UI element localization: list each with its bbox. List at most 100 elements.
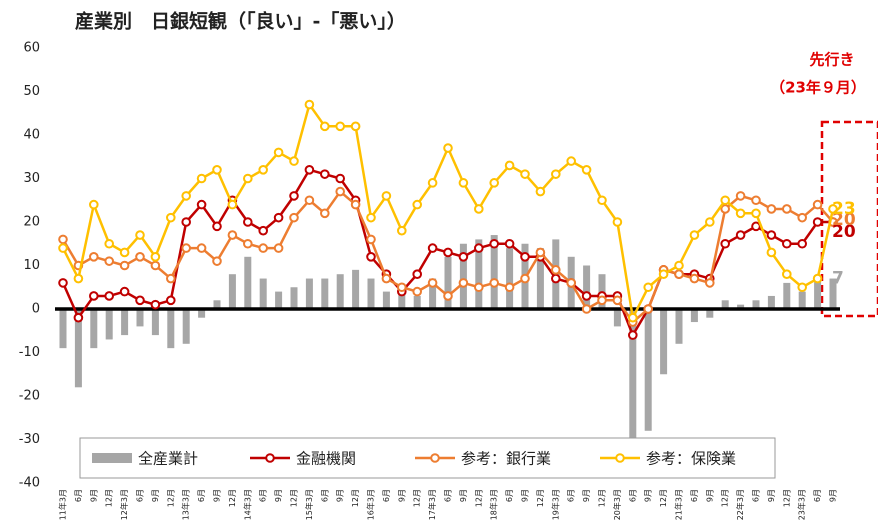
- marker: [705, 278, 715, 288]
- bar: [490, 235, 498, 309]
- y-tick-label: -30: [19, 432, 40, 447]
- bar: [74, 309, 82, 388]
- marker: [581, 291, 592, 301]
- bar: [798, 291, 806, 309]
- forecast-box: [820, 120, 878, 318]
- marker: [782, 204, 792, 214]
- marker: [735, 191, 746, 201]
- bar: [613, 309, 621, 327]
- y-tick-label: -10: [19, 345, 40, 360]
- x-tick-label: 9月: [397, 489, 406, 502]
- marker: [797, 238, 808, 249]
- x-tick-label: 15年3月: [304, 489, 314, 520]
- x-tick-label: 12月: [536, 489, 545, 507]
- marker: [227, 230, 238, 240]
- marker: [751, 195, 761, 206]
- marker: [504, 160, 515, 171]
- bar: [413, 295, 421, 309]
- marker: [443, 247, 453, 258]
- bar: [783, 282, 791, 309]
- bar: [228, 274, 236, 309]
- marker: [597, 195, 607, 206]
- marker: [243, 173, 253, 184]
- legend-marker: [615, 453, 625, 463]
- bar: [752, 300, 760, 309]
- marker: [443, 143, 453, 153]
- bar: [90, 309, 98, 349]
- bar: [382, 291, 390, 309]
- marker: [119, 286, 130, 297]
- marker: [181, 217, 191, 227]
- marker: [350, 121, 361, 132]
- marker: [412, 269, 423, 280]
- y-tick-label: 20: [23, 215, 40, 230]
- marker: [458, 251, 469, 262]
- bar: [398, 287, 406, 309]
- bar: [305, 278, 313, 309]
- x-tick-label: 9月: [705, 489, 714, 502]
- marker: [658, 269, 669, 280]
- x-tick-label: 12年3月: [119, 489, 129, 520]
- x-tick-label: 6月: [690, 489, 699, 502]
- y-tick-label: -40: [19, 476, 40, 491]
- marker: [612, 217, 623, 227]
- marker: [797, 212, 808, 223]
- marker: [628, 330, 638, 340]
- bar: [336, 274, 344, 309]
- x-tick-label: 9月: [829, 489, 838, 502]
- x-tick-label: 9月: [213, 489, 222, 502]
- x-tick-label: 6月: [628, 489, 637, 502]
- marker: [397, 282, 407, 293]
- x-tick-label: 6月: [382, 489, 391, 502]
- marker: [812, 217, 823, 227]
- marker: [735, 208, 746, 219]
- data-label: 20: [832, 210, 856, 230]
- marker: [427, 243, 438, 253]
- marker: [812, 199, 823, 210]
- x-tick-label: 6月: [444, 489, 453, 502]
- x-tick-label: 12月: [413, 489, 422, 507]
- marker: [720, 204, 731, 214]
- x-tick-label: 9月: [336, 489, 345, 502]
- bar: [829, 278, 837, 309]
- marker: [289, 212, 299, 223]
- y-tick-label: 50: [23, 84, 40, 99]
- marker: [335, 121, 346, 132]
- marker: [196, 173, 207, 184]
- marker: [58, 243, 68, 253]
- marker: [320, 121, 330, 132]
- bar: [151, 309, 159, 336]
- bar: [660, 309, 668, 375]
- annotation: 先行き: [809, 51, 854, 69]
- marker: [320, 169, 330, 179]
- bar: [506, 248, 514, 309]
- marker: [196, 243, 207, 253]
- bar: [459, 243, 467, 309]
- x-tick-label: 12月: [166, 489, 175, 507]
- marker: [443, 291, 453, 301]
- bar: [213, 300, 221, 309]
- marker: [535, 186, 546, 197]
- marker: [458, 278, 469, 288]
- marker: [551, 273, 561, 284]
- marker: [797, 282, 808, 293]
- marker: [427, 178, 438, 188]
- marker: [166, 273, 176, 284]
- marker: [782, 269, 792, 280]
- marker: [489, 238, 500, 249]
- bar: [198, 309, 206, 318]
- legend-label: 参考：保険業: [646, 450, 736, 468]
- marker: [58, 278, 68, 288]
- marker: [273, 243, 284, 253]
- x-tick-label: 6月: [320, 489, 329, 502]
- marker: [381, 273, 392, 284]
- marker: [412, 286, 423, 297]
- marker: [581, 165, 592, 175]
- marker: [458, 178, 469, 188]
- x-tick-label: 14年3月: [242, 489, 252, 520]
- marker: [581, 304, 592, 314]
- x-tick-label: 9月: [274, 489, 283, 502]
- legend-item: 金融機関: [250, 450, 356, 468]
- legend-label: 参考：銀行業: [461, 450, 551, 468]
